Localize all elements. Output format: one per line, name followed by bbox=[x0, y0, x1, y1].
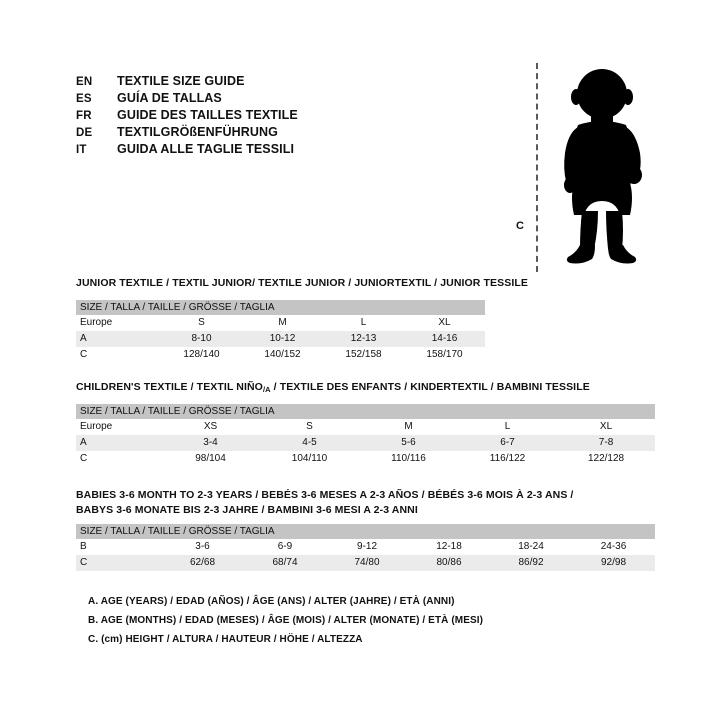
table-cell: XL bbox=[557, 419, 656, 435]
table-cell: S bbox=[161, 315, 242, 331]
table-cell: M bbox=[242, 315, 323, 331]
table-row: C 128/140 140/152 152/158 158/170 bbox=[76, 347, 486, 363]
language-row: DE TEXTILGRÖßENFÜHRUNG bbox=[76, 125, 476, 142]
table-cell: 158/170 bbox=[404, 347, 486, 363]
language-code: FR bbox=[76, 110, 92, 122]
language-code: DE bbox=[76, 127, 93, 139]
table-row: C 98/104 104/110 110/116 116/122 122/128 bbox=[76, 451, 656, 467]
footer-legend-line: B. AGE (MONTHS) / EDAD (MESES) / ÂGE (MO… bbox=[88, 615, 484, 626]
row-label: Europe bbox=[76, 419, 161, 435]
row-label: A bbox=[76, 331, 161, 347]
row-label: C bbox=[76, 555, 161, 571]
language-title: GUIDA ALLE TAGLIE TESSILI bbox=[117, 142, 295, 156]
table-cell: 80/86 bbox=[408, 555, 490, 571]
table-cell: 128/140 bbox=[161, 347, 242, 363]
table-row: C 62/68 68/74 74/80 80/86 86/92 92/98 bbox=[76, 555, 656, 571]
table-cell: 122/128 bbox=[557, 451, 656, 467]
section-heading-babies-line2: BABYS 3-6 MONATE BIS 2-3 JAHRE / BAMBINI… bbox=[76, 504, 418, 516]
table-row: Europe XS S M L XL bbox=[76, 419, 656, 435]
table-cell: 68/74 bbox=[244, 555, 326, 571]
table-band-header-label: SIZE / TALLA / TAILLE / GRÖSSE / TAGLIA bbox=[76, 300, 486, 315]
table-cell: 92/98 bbox=[572, 555, 656, 571]
language-title: TEXTILGRÖßENFÜHRUNG bbox=[117, 125, 278, 139]
row-label: B bbox=[76, 539, 161, 555]
footer-legend-line: C. (cm) HEIGHT / ALTURA / HAUTEUR / HÖHE… bbox=[88, 634, 363, 645]
table-cell: 6-9 bbox=[244, 539, 326, 555]
table-band-header-row: SIZE / TALLA / TAILLE / GRÖSSE / TAGLIA bbox=[76, 300, 486, 315]
row-label: C bbox=[76, 347, 161, 363]
table-cell: 8-10 bbox=[161, 331, 242, 347]
section-heading-children: CHILDREN'S TEXTILE / TEXTIL NIÑO/A / TEX… bbox=[76, 381, 590, 394]
table-cell: 86/92 bbox=[490, 555, 572, 571]
table-cell: 152/158 bbox=[323, 347, 404, 363]
table-cell: 18-24 bbox=[490, 539, 572, 555]
table-cell: 24-36 bbox=[572, 539, 656, 555]
table-cell: 62/68 bbox=[161, 555, 244, 571]
language-row: ES GUÍA DE TALLAS bbox=[76, 91, 476, 108]
table-cell: 110/116 bbox=[359, 451, 458, 467]
babies-size-table: SIZE / TALLA / TAILLE / GRÖSSE / TAGLIA … bbox=[76, 524, 656, 571]
table-cell: S bbox=[260, 419, 359, 435]
table-cell: 6-7 bbox=[458, 435, 557, 451]
table-cell: 12-13 bbox=[323, 331, 404, 347]
table-cell: L bbox=[458, 419, 557, 435]
language-code: IT bbox=[76, 144, 87, 156]
language-title: GUIDE DES TAILLES TEXTILE bbox=[117, 108, 298, 122]
table-row: A 8-10 10-12 12-13 14-16 bbox=[76, 331, 486, 347]
language-code: EN bbox=[76, 76, 93, 88]
language-legend: EN TEXTILE SIZE GUIDE ES GUÍA DE TALLAS … bbox=[76, 74, 476, 159]
table-cell: 104/110 bbox=[260, 451, 359, 467]
section-heading-children-sub: /A bbox=[262, 385, 271, 394]
table-cell: 116/122 bbox=[458, 451, 557, 467]
language-title: GUÍA DE TALLAS bbox=[117, 91, 222, 105]
table-cell: 140/152 bbox=[242, 347, 323, 363]
height-marker-label: C bbox=[516, 220, 524, 232]
children-size-table: SIZE / TALLA / TAILLE / GRÖSSE / TAGLIA … bbox=[76, 404, 656, 467]
table-cell: 10-12 bbox=[242, 331, 323, 347]
language-code: ES bbox=[76, 93, 92, 105]
section-heading-babies-line1: BABIES 3-6 MONTH TO 2-3 YEARS / BEBÉS 3-… bbox=[76, 489, 574, 501]
table-cell: XL bbox=[404, 315, 486, 331]
table-cell: 7-8 bbox=[557, 435, 656, 451]
footer-legend: A. AGE (YEARS) / EDAD (AÑOS) / ÂGE (ANS)… bbox=[88, 592, 588, 649]
language-row: EN TEXTILE SIZE GUIDE bbox=[76, 74, 476, 91]
row-label: Europe bbox=[76, 315, 161, 331]
table-cell: 3-6 bbox=[161, 539, 244, 555]
table-cell: 12-18 bbox=[408, 539, 490, 555]
junior-size-table: SIZE / TALLA / TAILLE / GRÖSSE / TAGLIA … bbox=[76, 300, 486, 363]
section-heading-children-suffix: / TEXTILE DES ENFANTS / KINDERTEXTIL / B… bbox=[270, 381, 590, 393]
footer-legend-line: A. AGE (YEARS) / EDAD (AÑOS) / ÂGE (ANS)… bbox=[88, 596, 455, 607]
section-heading-junior: JUNIOR TEXTILE / TEXTIL JUNIOR/ TEXTILE … bbox=[76, 277, 528, 289]
table-row: B 3-6 6-9 9-12 12-18 18-24 24-36 bbox=[76, 539, 656, 555]
table-cell: 74/80 bbox=[326, 555, 408, 571]
table-band-header-row: SIZE / TALLA / TAILLE / GRÖSSE / TAGLIA bbox=[76, 404, 656, 419]
table-cell: L bbox=[323, 315, 404, 331]
table-cell: 98/104 bbox=[161, 451, 260, 467]
section-heading-children-prefix: CHILDREN'S TEXTILE / TEXTIL NIÑO bbox=[76, 381, 263, 393]
table-cell: 4-5 bbox=[260, 435, 359, 451]
height-dashed-line bbox=[536, 63, 538, 272]
language-row: FR GUIDE DES TAILLES TEXTILE bbox=[76, 108, 476, 125]
table-row: A 3-4 4-5 5-6 6-7 7-8 bbox=[76, 435, 656, 451]
table-cell: M bbox=[359, 419, 458, 435]
height-diagram: C bbox=[500, 55, 680, 285]
language-title: TEXTILE SIZE GUIDE bbox=[117, 74, 245, 88]
table-cell: 14-16 bbox=[404, 331, 486, 347]
table-band-header-label: SIZE / TALLA / TAILLE / GRÖSSE / TAGLIA bbox=[76, 524, 656, 539]
table-cell: 9-12 bbox=[326, 539, 408, 555]
language-row: IT GUIDA ALLE TAGLIE TESSILI bbox=[76, 142, 476, 159]
table-band-header-row: SIZE / TALLA / TAILLE / GRÖSSE / TAGLIA bbox=[76, 524, 656, 539]
table-cell: 5-6 bbox=[359, 435, 458, 451]
table-row: Europe S M L XL bbox=[76, 315, 486, 331]
row-label: A bbox=[76, 435, 161, 451]
table-cell: XS bbox=[161, 419, 260, 435]
toddler-silhouette-icon bbox=[564, 69, 642, 264]
row-label: C bbox=[76, 451, 161, 467]
table-cell: 3-4 bbox=[161, 435, 260, 451]
table-band-header-label: SIZE / TALLA / TAILLE / GRÖSSE / TAGLIA bbox=[76, 404, 656, 419]
